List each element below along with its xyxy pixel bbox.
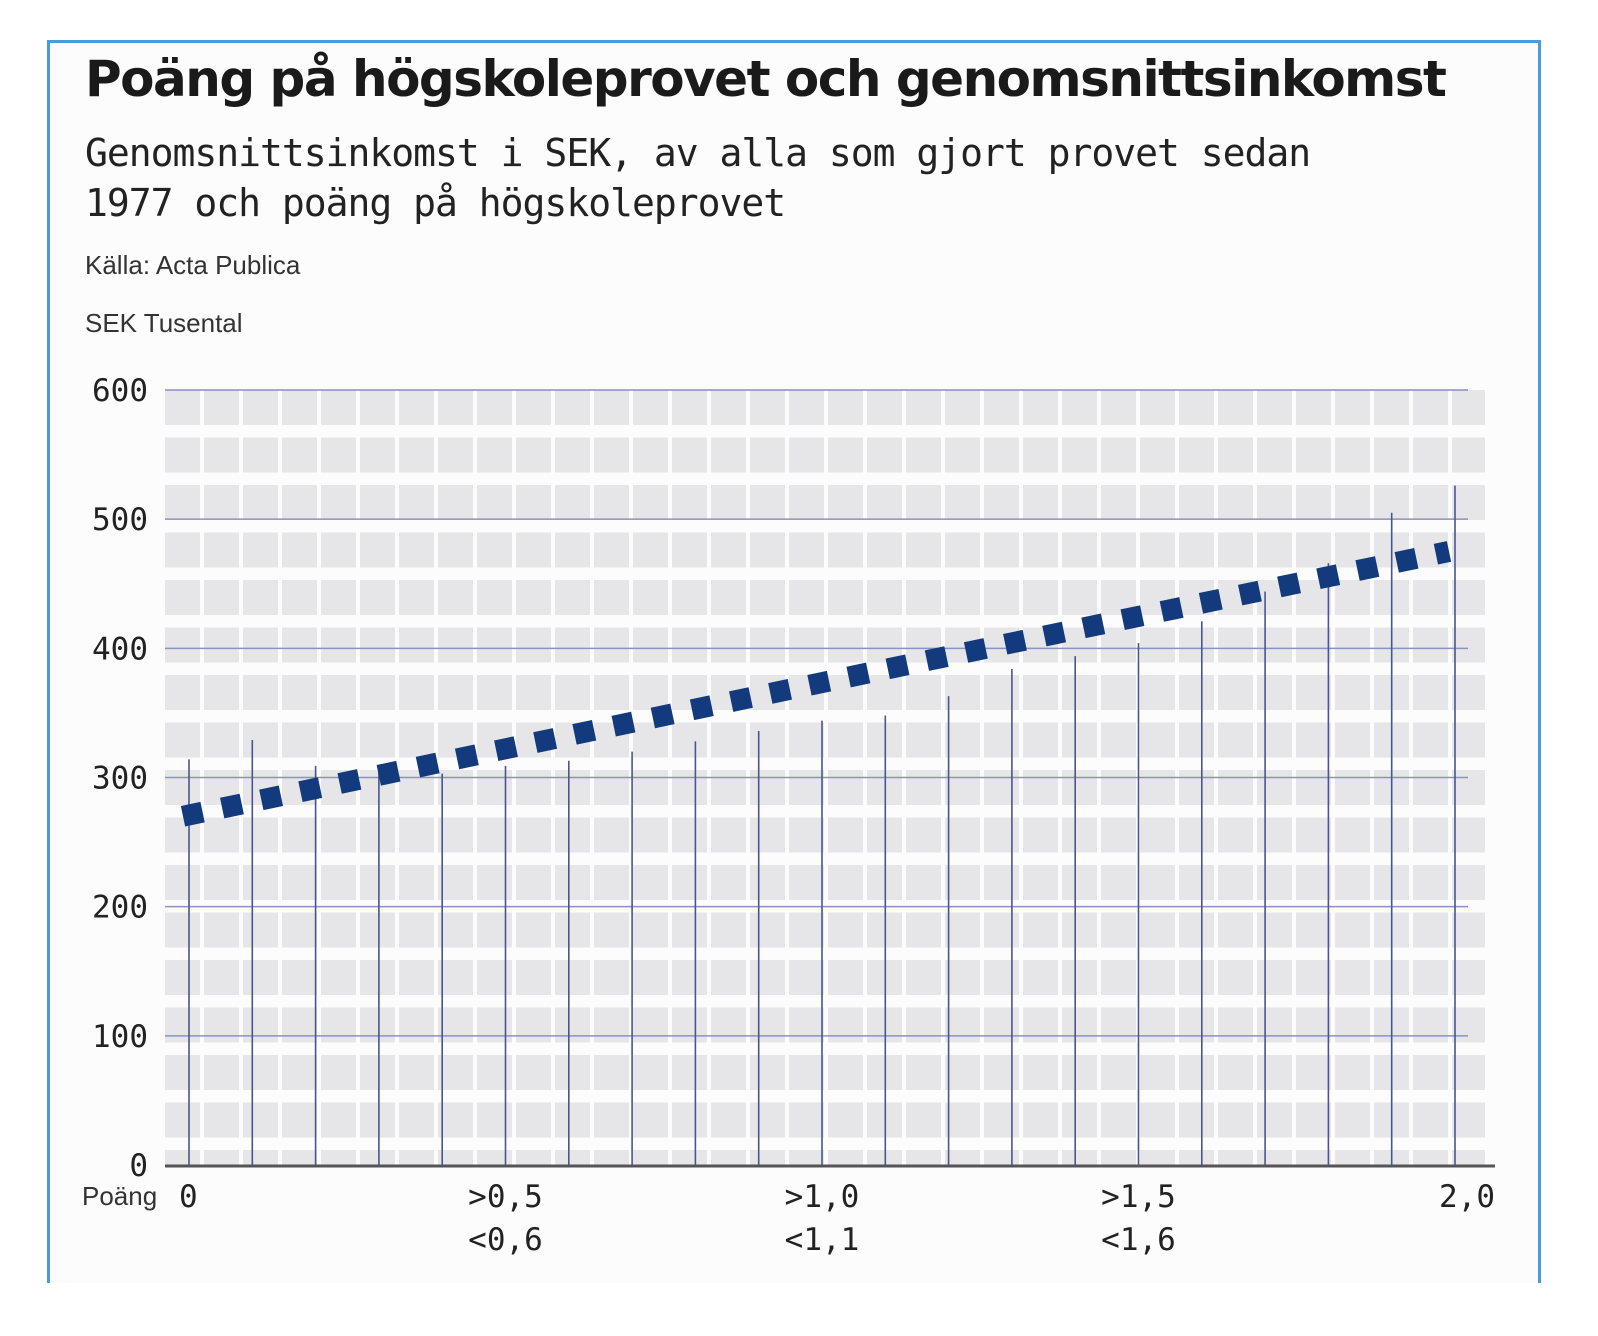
chart-source: Källa: Acta Publica bbox=[85, 250, 301, 280]
x-tick-label: <1,1 bbox=[785, 1222, 860, 1258]
y-tick-label: 200 bbox=[92, 890, 148, 926]
x-tick-label: <0,6 bbox=[468, 1222, 543, 1258]
y-tick-label: 600 bbox=[92, 373, 148, 409]
x-tick-label: 0 bbox=[179, 1179, 198, 1215]
y-tick-label: 500 bbox=[92, 502, 148, 538]
x-tick-label: >0,5 bbox=[468, 1179, 543, 1215]
x-tick-label: >1,5 bbox=[1101, 1179, 1176, 1215]
x-axis-label: Poäng bbox=[82, 1181, 157, 1211]
x-tick-label: 2,0 bbox=[1439, 1179, 1495, 1215]
y-tick-label: 0 bbox=[129, 1148, 148, 1184]
y-axis-label: SEK Tusental bbox=[85, 308, 243, 338]
y-tick-label: 100 bbox=[92, 1019, 148, 1055]
y-tick-label: 400 bbox=[92, 631, 148, 667]
x-tick-label: <1,6 bbox=[1101, 1222, 1176, 1258]
trend-line bbox=[180, 541, 1452, 827]
x-tick-label: >1,0 bbox=[785, 1179, 860, 1215]
chart-subtitle: Genomsnittsinkomst i SEK, av alla som gj… bbox=[85, 131, 1311, 225]
y-tick-label: 300 bbox=[92, 761, 148, 797]
chart-title: Poäng på högskoleprovet och genomsnittsi… bbox=[85, 50, 1447, 108]
